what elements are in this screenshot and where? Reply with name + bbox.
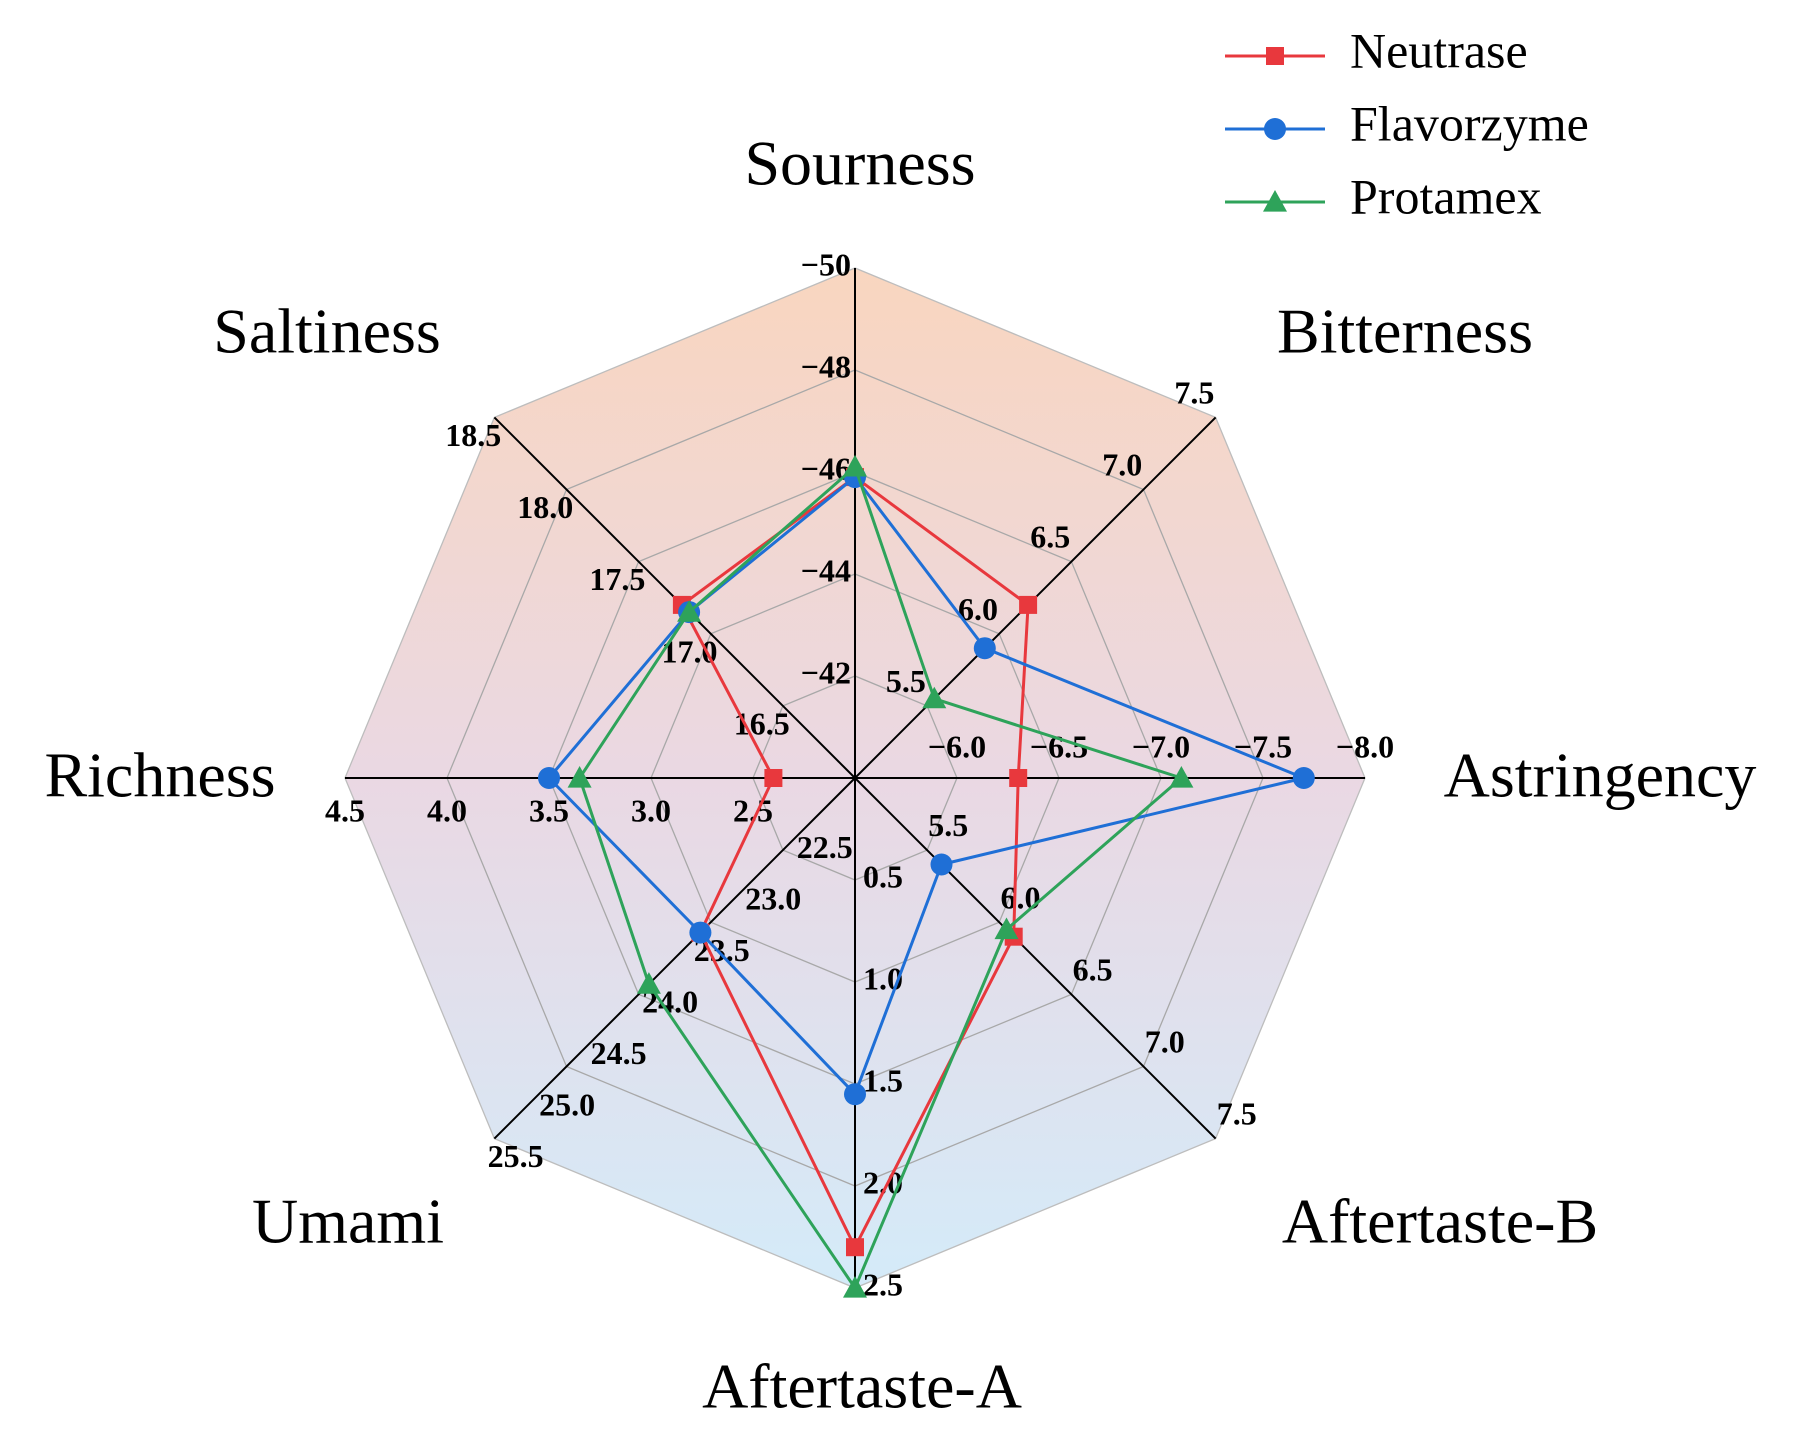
legend-marker [1266, 47, 1284, 65]
point-flavorzyme-richness [538, 767, 560, 789]
tick-label-sourness: −50 [801, 246, 851, 282]
tick-label-saltiness: 18.5 [445, 417, 501, 453]
tick-label-astringency: −7.0 [1132, 728, 1190, 764]
tick-label-saltiness: 18.0 [517, 489, 573, 525]
tick-label-aftertaste-b: 5.5 [928, 807, 968, 843]
legend-item-flavorzyme: Flavorzyme [1225, 95, 1589, 151]
spoke-umami [493, 777, 856, 1140]
tick-labels: −42−44−46−48−505.56.06.57.07.5−6.0 −6.5 −7… [325, 246, 1394, 1302]
legend-item-neutrase: Neutrase [1225, 22, 1528, 78]
point-protamex-saltiness [677, 600, 702, 622]
point-neutrase-aftertaste-a [846, 1238, 864, 1257]
axis-name-astringency: Astringency [1444, 740, 1757, 811]
point-neutrase-bitterness [1019, 595, 1038, 614]
axis-name-richness: Richness [44, 740, 275, 811]
axis-name-aftertaste-a: Aftertaste-A [702, 1351, 1022, 1422]
point-flavorzyme-umami [689, 921, 712, 944]
point-neutrase-astringency [1009, 769, 1028, 787]
tick-label-umami: 22.5 [797, 829, 853, 865]
tick-label-astringency: −8.0 [1336, 728, 1394, 764]
legend-marker [1263, 190, 1287, 212]
point-protamex-aftertaste-a [843, 1276, 867, 1298]
tick-label-umami: 25.0 [539, 1087, 595, 1123]
point-protamex-umami [636, 972, 661, 994]
point-flavorzyme-aftertaste-a [844, 1083, 866, 1106]
series-protamex [567, 454, 1194, 1298]
legend-marker [1264, 118, 1286, 140]
tick-label-richness: 4.5 [325, 792, 365, 828]
tick-label-richness: 3.0 [631, 792, 671, 828]
point-flavorzyme-astringency [1292, 767, 1315, 789]
tick-label-richness: 4.0 [427, 792, 467, 828]
tick-label-aftertaste-b: 7.0 [1145, 1024, 1185, 1060]
legend: Neutrase Flavorzyme Protamex [1225, 22, 1589, 224]
tick-label-astringency: −6.0 [928, 728, 986, 764]
tick-label-bitterness: 6.5 [1030, 519, 1070, 555]
axis-name-saltiness: Saltiness [213, 296, 441, 367]
point-protamex-sourness [843, 454, 867, 477]
tick-label-bitterness: 7.5 [1174, 375, 1214, 411]
tick-label-sourness: −42 [801, 654, 851, 690]
legend-item-protamex: Protamex [1225, 168, 1542, 224]
legend-label: Neutrase [1350, 22, 1528, 78]
tick-label-sourness: −44 [801, 552, 851, 588]
tick-label-astringency: −7.5 [1234, 728, 1292, 764]
tick-label-saltiness: 16.5 [734, 705, 790, 741]
legend-label: Flavorzyme [1350, 95, 1589, 151]
tick-label-bitterness: 7.0 [1102, 447, 1142, 483]
series-flavorzyme [538, 466, 1315, 1106]
tick-label-umami: 25.5 [488, 1138, 544, 1174]
axis-name-bitterness: Bitterness [1277, 296, 1533, 367]
axis-name-aftertaste-b: Aftertaste-B [1282, 1186, 1598, 1257]
point-neutrase-richness [764, 769, 783, 787]
tick-label-aftertaste-b: 6.5 [1073, 952, 1113, 988]
tick-label-aftertaste-a: 1.0 [863, 960, 903, 996]
tick-label-umami: 23.0 [745, 881, 801, 917]
tick-label-umami: 24.5 [591, 1035, 647, 1071]
spoke-aftertaste-b [854, 777, 1217, 1140]
legend-label: Protamex [1350, 168, 1542, 224]
axis-name-sourness: Sourness [744, 128, 975, 199]
tick-label-aftertaste-a: 1.5 [863, 1062, 903, 1098]
tick-label-aftertaste-b: 6.0 [1001, 879, 1041, 915]
axis-names: Sourness Bitterness Astringency Aftertaste-… [44, 128, 1756, 1422]
axis-name-umami: Umami [252, 1186, 444, 1257]
point-protamex-aftertaste-b [994, 917, 1019, 940]
tick-label-sourness: −46 [801, 450, 851, 486]
tick-label-aftertaste-b: 7.5 [1217, 1096, 1257, 1132]
point-protamex-astringency [1169, 766, 1194, 788]
tick-label-richness: 3.5 [529, 792, 569, 828]
tick-label-saltiness: 17.5 [589, 561, 645, 597]
point-flavorzyme-bitterness [973, 637, 996, 660]
point-flavorzyme-aftertaste-b [930, 853, 953, 876]
tick-label-sourness: −48 [801, 348, 851, 384]
point-protamex-bitterness [922, 686, 947, 709]
point-protamex-richness [567, 766, 592, 788]
tick-label-bitterness: 5.5 [886, 663, 926, 699]
tick-label-aftertaste-a: 0.5 [863, 858, 903, 894]
tick-label-aftertaste-a: 2.5 [863, 1266, 903, 1302]
data-series [538, 454, 1315, 1298]
